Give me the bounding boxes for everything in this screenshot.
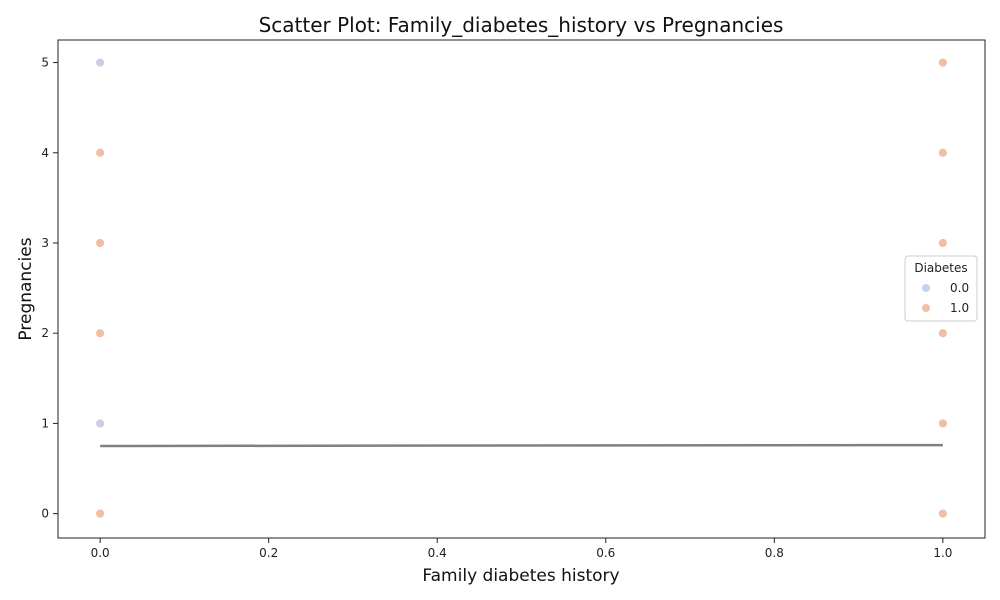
y-tick-label: 1	[41, 416, 49, 430]
data-point-diabetes-1.0	[937, 57, 948, 68]
data-point-diabetes-1.0	[937, 508, 948, 519]
legend-marker-0	[922, 284, 930, 292]
x-tick-label: 0.4	[428, 546, 447, 560]
data-point-diabetes-1.0	[95, 508, 106, 519]
data-point-diabetes-1.0	[95, 147, 106, 158]
x-tick-label: 1.0	[933, 546, 952, 560]
trend-line	[100, 443, 943, 448]
legend-title: Diabetes	[914, 261, 967, 275]
plot-frame	[57, 39, 986, 539]
legend-label-0: 0.0	[950, 281, 969, 295]
data-point-diabetes-1.0	[937, 328, 948, 339]
data-point-diabetes-1.0	[937, 147, 948, 158]
data-point-diabetes-1.0	[937, 418, 948, 429]
x-tick-label: 0.8	[765, 546, 784, 560]
data-point-diabetes-1.0	[937, 238, 948, 248]
data-point-diabetes-1.0	[95, 238, 106, 248]
legend-box	[904, 255, 978, 322]
x-tick-label: 0.0	[91, 546, 110, 560]
data-point-diabetes-1.0	[95, 328, 106, 339]
y-tick-label: 5	[41, 56, 49, 70]
y-tick-label: 3	[41, 236, 49, 250]
chart-title: Scatter Plot: Family_diabetes_history vs…	[259, 13, 784, 37]
legend: Diabetes 0.0 1.0	[904, 255, 978, 322]
x-tick-label: 0.6	[596, 546, 615, 560]
y-axis-title: Pregnancies	[16, 237, 36, 340]
legend-label-1: 1.0	[950, 301, 969, 315]
data-point-diabetes-0.0	[95, 57, 106, 68]
y-tick-label: 0	[41, 507, 49, 521]
data-point-diabetes-0.0	[95, 418, 106, 429]
y-tick-label: 2	[41, 326, 49, 340]
x-axis-title: Family diabetes history	[422, 566, 619, 586]
legend-marker-1	[922, 304, 930, 312]
y-tick-label: 4	[41, 146, 49, 160]
x-tick-label: 0.2	[259, 546, 278, 560]
